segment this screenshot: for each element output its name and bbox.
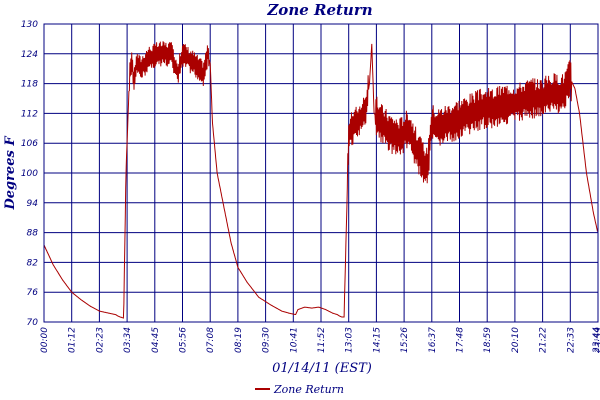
chart-title: Zone Return (266, 1, 372, 19)
x-tick-labels: 00:00 01:12 02:23 03:34 04:45 05:56 07:08 08:19… (40, 327, 600, 353)
x-tick-label: 22:33 (566, 327, 576, 353)
x-tick-label: 16:37 (428, 327, 438, 353)
x-tick-label: 08:19 (234, 327, 244, 353)
x-tick-label: 20:10 (511, 327, 521, 353)
x-tick-label: 01:12 (68, 327, 78, 353)
x-tick-label: 00:00 (40, 327, 50, 353)
grid (43, 23, 598, 323)
x-tick-label: 11:52 (317, 327, 327, 353)
y-tick-label: 118 (21, 80, 38, 90)
x-tick-label: 13:03 (345, 327, 355, 353)
y-tick-label: 94 (27, 199, 39, 209)
y-tick-label: 112 (21, 109, 38, 119)
x-tick-label: 10:41 (289, 327, 299, 353)
y-tick-labels: 70 76 82 88 94 100 106 112 118 124 130 (21, 20, 38, 328)
y-tick-label: 88 (27, 229, 39, 239)
plot-border (43, 23, 599, 323)
x-tick-label: 04:45 (151, 327, 161, 353)
y-tick-label: 130 (21, 20, 38, 30)
y-axis-label: Degrees F (3, 136, 18, 211)
x-axis-label: 01/14/11 (EST) (272, 361, 372, 376)
y-tick-label: 82 (27, 258, 39, 268)
legend: Zone Return (255, 383, 344, 396)
y-tick-label: 70 (27, 318, 39, 328)
y-tick-label: 106 (21, 139, 38, 149)
x-tick-label: 07:08 (206, 327, 216, 353)
y-tick-label: 76 (27, 288, 39, 298)
x-tick-label: 09:30 (262, 327, 272, 353)
series-line-zone-return (43, 41, 598, 319)
x-tick-label: 23:44 (592, 327, 600, 353)
series-lines (43, 41, 598, 319)
x-tick-label: 15:26 (400, 327, 410, 353)
y-tick-label: 124 (21, 50, 38, 60)
x-tick-label: 18:59 (483, 327, 493, 353)
legend-label-zone-return: Zone Return (273, 383, 344, 396)
x-tick-label: 21:22 (539, 327, 549, 353)
x-tick-label: 02:23 (95, 327, 105, 353)
y-tick-label: 100 (21, 169, 38, 179)
x-tick-label: 05:56 (179, 327, 189, 353)
x-tick-label: 03:34 (123, 327, 133, 353)
x-tick-label: 17:48 (456, 327, 466, 353)
x-tick-label: 23:59 (594, 327, 600, 353)
x-tick-label: 14:15 (372, 327, 382, 353)
